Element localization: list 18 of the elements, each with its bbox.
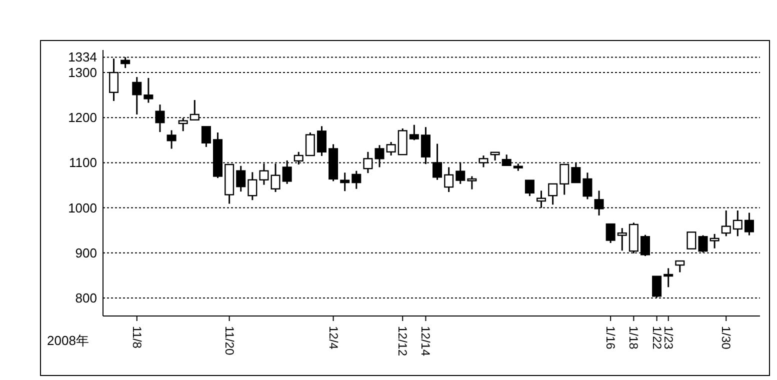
x-tick-label: 12/12 (396, 326, 410, 356)
y-tick-label: 800 (75, 290, 97, 306)
x-tick-label: 12/4 (326, 326, 340, 350)
x-tick-label: 1/18 (626, 326, 641, 350)
y-tick-label: 1100 (69, 155, 97, 170)
y-tick-label: 1200 (68, 110, 97, 126)
x-tick-label: 1/22 (650, 326, 664, 350)
x-tick-label: 1/30 (719, 326, 734, 350)
y-tick-label: 1000 (68, 200, 97, 216)
y-tick-label: 900 (75, 245, 97, 260)
x-tick-label: 12/14 (418, 326, 433, 356)
x-axis-title: 2008年 (47, 333, 89, 348)
x-tick-label: 1/23 (661, 326, 676, 350)
x-tick-label: 11/20 (222, 326, 236, 356)
x-tick-label: 11/8 (130, 326, 144, 349)
y-tick-label: 1334 (68, 50, 97, 65)
y-tick-label: 1300 (68, 65, 97, 80)
x-tick-label: 1/16 (604, 326, 618, 350)
